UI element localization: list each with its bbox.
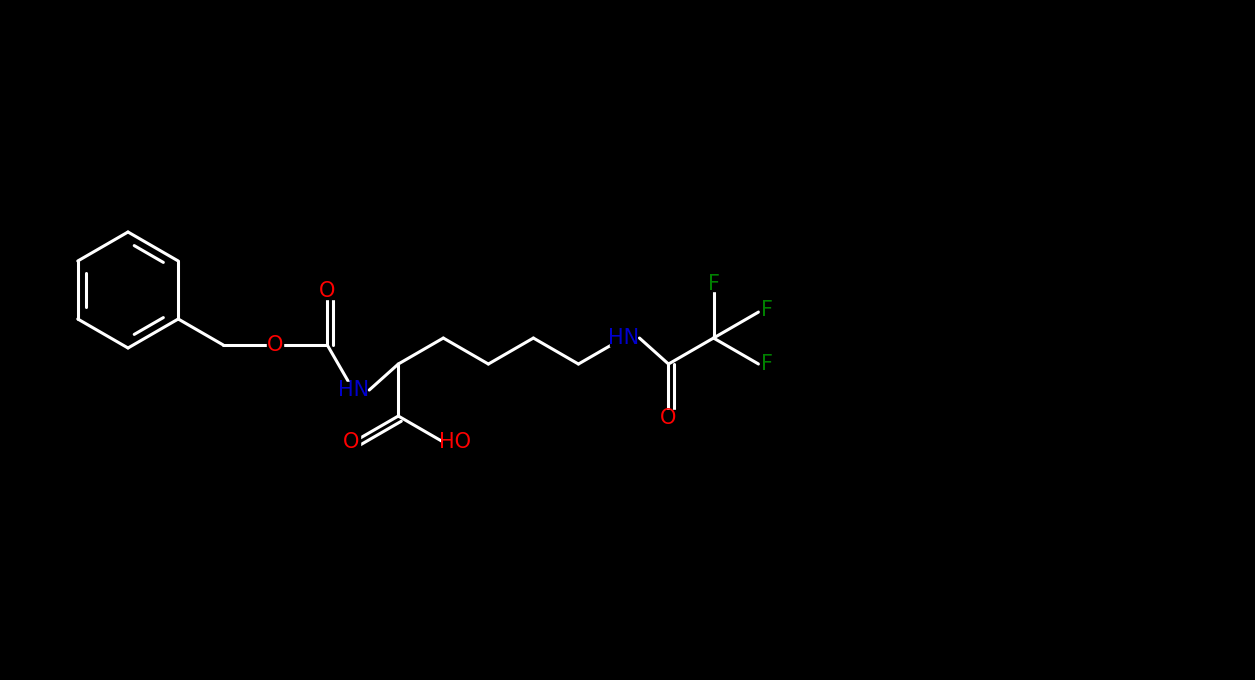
Bar bbox=[659, 410, 678, 426]
Text: F: F bbox=[761, 300, 773, 320]
Text: F: F bbox=[708, 274, 719, 294]
Text: O: O bbox=[660, 408, 676, 428]
Text: O: O bbox=[267, 335, 284, 355]
Text: HO: HO bbox=[439, 432, 472, 452]
Text: O: O bbox=[319, 281, 335, 301]
Text: O: O bbox=[343, 432, 359, 452]
Bar bbox=[319, 283, 336, 299]
Text: HN: HN bbox=[607, 328, 639, 348]
Bar bbox=[343, 434, 360, 450]
Bar bbox=[707, 277, 720, 291]
Bar bbox=[442, 434, 468, 450]
Bar bbox=[610, 330, 636, 346]
Bar bbox=[759, 357, 773, 371]
Text: F: F bbox=[761, 354, 773, 374]
Bar bbox=[267, 338, 284, 352]
Bar bbox=[340, 382, 366, 398]
Text: HN: HN bbox=[338, 380, 369, 400]
Bar bbox=[759, 303, 773, 317]
